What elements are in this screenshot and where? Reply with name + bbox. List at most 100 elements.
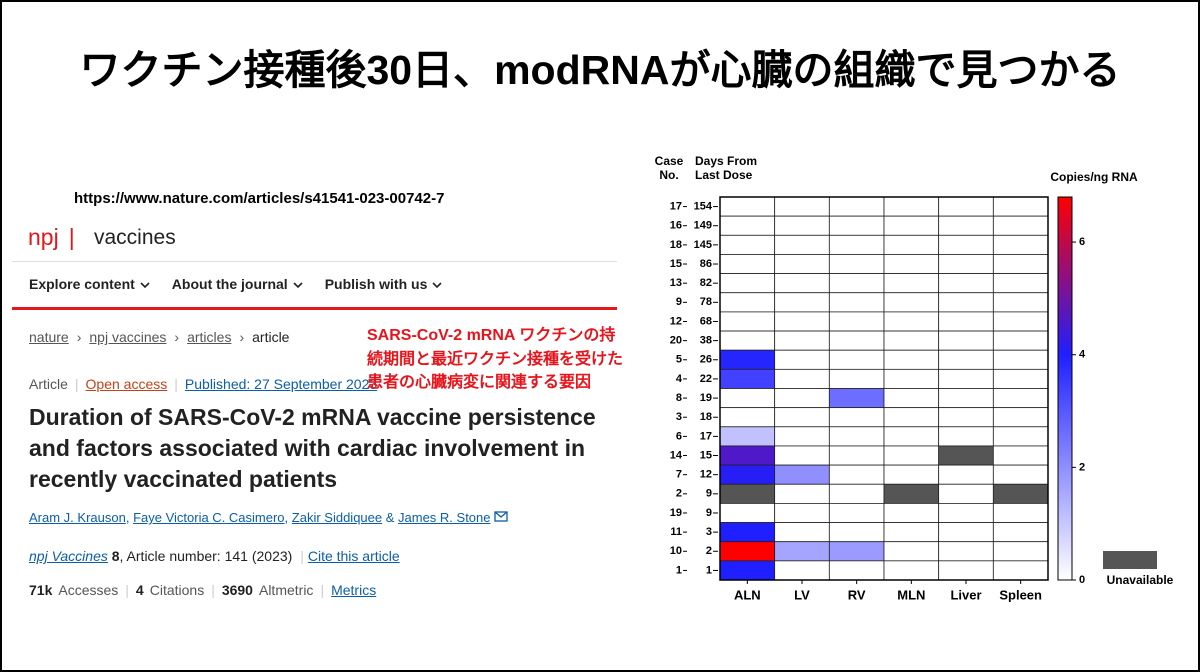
annotation: SARS-CoV-2 mRNA ワクチンの持 続期間と最近ワクチン接種を受けた 患者… — [367, 324, 623, 395]
author[interactable]: Aram J. Krauson — [29, 510, 126, 525]
nav-label: About the journal — [171, 276, 288, 292]
separator: | — [300, 548, 304, 564]
heatmap-cell — [774, 311, 830, 332]
column-label: RV — [848, 587, 866, 602]
heatmap-cell — [992, 388, 1049, 409]
heatmap-cell — [719, 502, 776, 523]
heatmap-cell — [938, 464, 994, 485]
case-number: 10 — [670, 545, 682, 557]
heatmap-cell — [828, 254, 885, 274]
days-label: 19 — [700, 392, 712, 404]
mail-icon — [493, 511, 508, 522]
days-label: 9 — [706, 507, 712, 519]
heatmap-cell — [883, 349, 940, 370]
heatmap-cell — [992, 464, 1049, 485]
heatmap-cell — [992, 273, 1049, 294]
heatmap-cell — [774, 541, 830, 562]
citation: npj Vaccines 8, Article number: 141 (202… — [29, 548, 400, 564]
heatmap-cell — [883, 254, 940, 274]
author[interactable]: Faye Victoria C. Casimero — [133, 510, 285, 525]
logo-divider: | — [68, 224, 75, 250]
heatmap-cell — [774, 349, 830, 370]
metric-value: 71k — [29, 582, 53, 598]
separator: | — [174, 376, 178, 392]
journal-name: vaccines — [94, 226, 176, 249]
headline-line: and factors associated with cardiac invo… — [29, 435, 586, 461]
heatmap-cell — [883, 560, 940, 581]
heatmap-cell — [992, 502, 1049, 523]
heatmap-cell — [883, 541, 940, 562]
cite-link[interactable]: Cite this article — [307, 548, 400, 564]
heatmap-cell — [774, 483, 830, 504]
heatmap-cell — [883, 330, 940, 351]
heatmap-cell — [828, 234, 885, 255]
heatmap-cell — [719, 464, 776, 485]
nav-underline — [12, 307, 617, 310]
author[interactable]: James R. Stone — [398, 510, 491, 525]
breadcrumb-separator: › — [174, 329, 180, 345]
heatmap-cell — [938, 502, 994, 523]
heatmap-cell — [883, 368, 940, 389]
heatmap-cell — [774, 464, 830, 485]
heatmap-cell — [828, 426, 885, 447]
heatmap-cell — [719, 254, 776, 274]
heatmap-cell — [883, 502, 940, 523]
chevron — [140, 282, 150, 289]
breadcrumb-separator: › — [239, 329, 245, 345]
heatmap-cell — [883, 407, 940, 428]
heatmap-cell — [719, 388, 776, 409]
breadcrumb-item[interactable]: npj vaccines — [89, 329, 167, 345]
nav-item[interactable]: About the journal — [172, 276, 303, 292]
heatmap-cell — [883, 388, 940, 409]
heatmap-cell — [828, 522, 885, 543]
days-label: 9 — [706, 488, 712, 500]
days-label: 68 — [700, 315, 712, 327]
case-number: 16 — [670, 220, 682, 232]
breadcrumb-item[interactable]: articles — [187, 329, 232, 345]
heatmap-cell — [883, 215, 940, 236]
nav-item[interactable]: Explore content — [29, 276, 150, 292]
case-number: 1 — [676, 564, 682, 576]
heatmap-cell — [828, 273, 885, 294]
author[interactable]: Zakir Siddiquee — [291, 510, 383, 525]
heatmap-cell — [774, 254, 830, 274]
colorbar-title: Copies/ng RNA — [1050, 170, 1138, 184]
heatmap-cell — [719, 368, 776, 389]
heatmap-cell — [992, 330, 1049, 351]
row-title: Days From Last Dose — [695, 154, 758, 182]
heatmap-cell — [774, 502, 830, 523]
metric-value: 3690 — [221, 582, 253, 598]
heatmap-cell — [992, 254, 1049, 274]
case-number: 20 — [670, 335, 682, 347]
breadcrumb-item[interactable]: nature — [29, 329, 69, 345]
heatmap-cell — [883, 292, 940, 313]
heatmap-cell — [828, 215, 885, 236]
days-label: 145 — [694, 239, 712, 251]
case-number: 3 — [676, 411, 682, 423]
citation-journal[interactable]: npj Vaccines — [29, 548, 108, 564]
separator: | — [320, 582, 325, 598]
heatmap-cell — [938, 388, 994, 409]
case-number: 19 — [670, 507, 682, 519]
heatmap-cell — [774, 522, 830, 543]
heatmap-cell — [883, 426, 940, 447]
case-number: 11 — [670, 526, 682, 538]
heatmap-cell — [774, 445, 830, 466]
nav-item[interactable]: Publish with us — [325, 276, 443, 292]
citation-volume: 8 — [111, 548, 120, 564]
heatmap-cell — [828, 464, 885, 485]
heatmap-cell — [992, 560, 1049, 581]
heatmap-cell — [938, 292, 994, 313]
journal-logo: npj | — [28, 224, 75, 251]
nav-bar: Explore content About the journal Publish … — [29, 276, 442, 292]
metric: 3690 Altmetric — [222, 582, 314, 598]
open-access[interactable]: Open access — [85, 376, 168, 392]
published-date[interactable]: Published: 27 September 2023 — [184, 376, 378, 392]
heatmap-cell — [774, 388, 830, 409]
annotation-line: SARS-CoV-2 mRNA ワクチンの持 — [367, 327, 616, 344]
metric-label[interactable]: Metrics — [331, 582, 377, 598]
heatmap-cell — [938, 426, 994, 447]
heatmap-cell — [719, 215, 776, 236]
heatmap-cell — [938, 483, 994, 504]
column-label: Liver — [950, 587, 981, 602]
